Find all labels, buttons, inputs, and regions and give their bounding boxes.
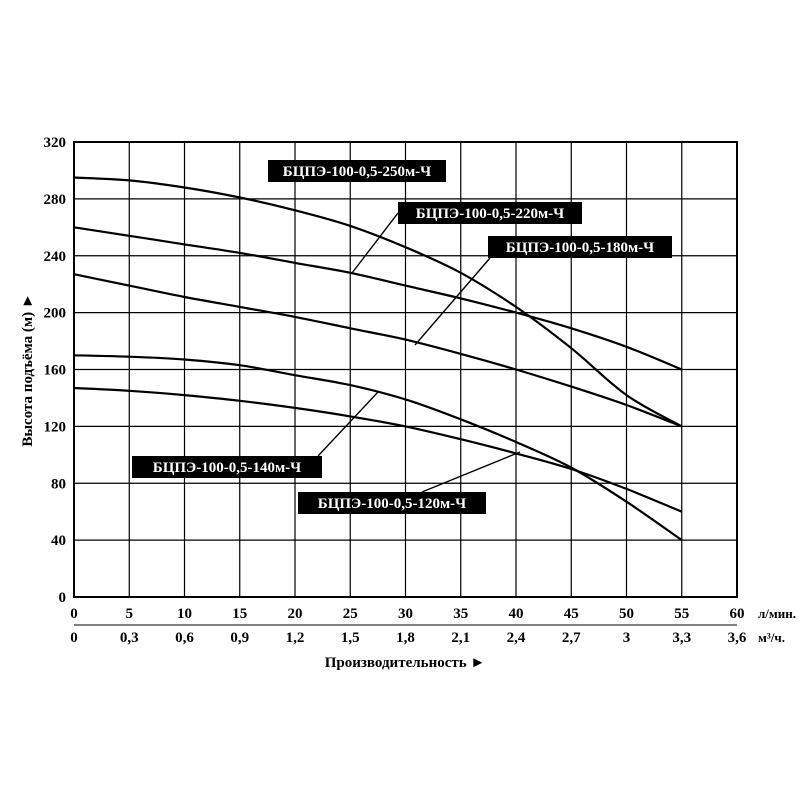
y-tick-label: 120 [44, 419, 67, 435]
series-line [73, 273, 683, 428]
curve-label-box [268, 160, 446, 182]
x-tick-label: 35 [453, 606, 468, 622]
y-tick-label: 160 [44, 363, 67, 379]
label-leader-line [351, 212, 399, 274]
x-tick-label-secondary: 3,6 [728, 630, 747, 646]
curve-label-box [488, 236, 672, 258]
x-tick-label: 45 [564, 606, 579, 622]
x-tick-label: 40 [509, 606, 524, 622]
y-tick-label: 200 [44, 306, 67, 322]
x-unit-secondary-label: м³/ч. [758, 630, 785, 645]
x-unit-primary-label: л/мин. [758, 606, 796, 621]
curve-label: БЦПЭ-100-0,5-180м-Ч [506, 240, 654, 256]
y-tick-label: 0 [59, 590, 67, 606]
x-tick-label: 5 [126, 606, 134, 622]
x-tick-label-secondary: 0,3 [120, 630, 139, 646]
series-line [73, 386, 683, 513]
label-leader-line [421, 451, 521, 493]
series-line [73, 354, 683, 542]
x-tick-label-secondary: 2,1 [451, 630, 470, 646]
x-tick-label: 20 [288, 606, 303, 622]
y-axis-title: Высота подъёма (м) ► [20, 293, 36, 446]
x-tick-label-secondary: 0 [70, 630, 78, 646]
y-tick-label: 240 [44, 249, 67, 265]
x-tick-label-secondary: 2,7 [562, 630, 581, 646]
y-tick-label: 40 [51, 533, 66, 549]
x-tick-label-secondary: 3,3 [672, 630, 691, 646]
x-tick-label-secondary: 1,5 [341, 630, 360, 646]
x-tick-label-secondary: 2,4 [507, 630, 526, 646]
plot-frame [73, 141, 738, 598]
x-tick-label: 60 [730, 606, 745, 622]
x-tick-label-secondary: 1,2 [286, 630, 305, 646]
label-leader-line [414, 257, 491, 346]
x-tick-label-secondary: 1,8 [396, 630, 415, 646]
series-line [73, 176, 683, 428]
label-leaders [317, 212, 521, 493]
x-tick-label: 15 [232, 606, 247, 622]
x-tick-label-secondary: 0,9 [230, 630, 249, 646]
x-tick-label-secondary: 3 [623, 630, 631, 646]
x-tick-label: 55 [674, 606, 689, 622]
curves [73, 176, 683, 542]
y-tick-label: 320 [44, 135, 67, 151]
curve-labels: БЦПЭ-100-0,5-250м-Ч БЦПЭ-100-0,5-220м-Ч БЦ… [132, 160, 672, 514]
x-tick-label: 25 [343, 606, 358, 622]
x-tick-label-secondary: 0,6 [175, 630, 194, 646]
x-tick-label: 10 [177, 606, 192, 622]
curve-label: БЦПЭ-100-0,5-250м-Ч [283, 164, 431, 180]
curve-label-box [398, 202, 582, 224]
series-line [73, 226, 683, 371]
label-leader-line [317, 391, 379, 457]
y-tick-label: 280 [44, 192, 67, 208]
x-tick-label: 30 [398, 606, 413, 622]
x-axis-title: Производительность ► [325, 655, 486, 671]
curve-label-box [132, 456, 322, 478]
curve-label: БЦПЭ-100-0,5-140м-Ч [153, 460, 301, 476]
curve-label: БЦПЭ-100-0,5-120м-Ч [318, 496, 466, 512]
curve-label-box [298, 492, 486, 514]
y-tick-label: 80 [51, 476, 66, 492]
x-tick-label: 0 [70, 606, 78, 622]
curve-label: БЦПЭ-100-0,5-220м-Ч [416, 206, 564, 222]
x-tick-label: 50 [619, 606, 634, 622]
grid [73, 141, 738, 626]
tick-labels: 0050,3100,6150,9201,2251,5301,8352,1402,… [44, 135, 747, 646]
